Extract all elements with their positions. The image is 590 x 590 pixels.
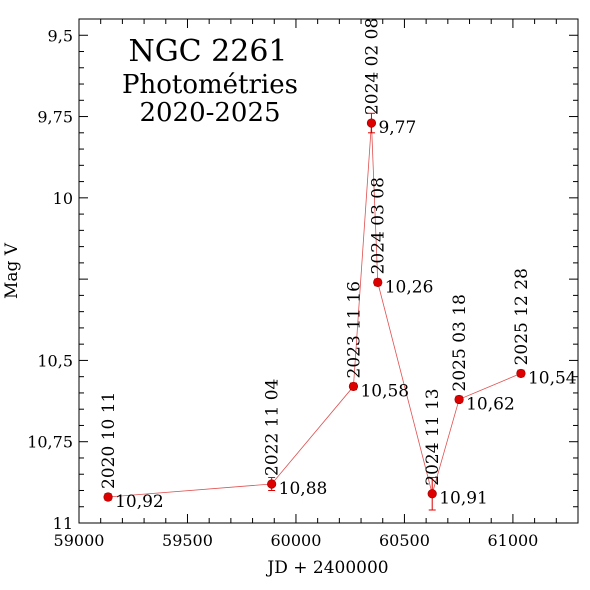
y-tick-label: 10,75: [27, 433, 73, 452]
x-tick-label: 60000: [271, 531, 322, 550]
date-label: 2022 11 04: [263, 379, 283, 476]
chart-subtitle-line-2: 2020-2025: [139, 98, 280, 128]
magnitude-label: 10,62: [466, 394, 515, 414]
date-label: 2025 12 28: [512, 268, 532, 365]
x-tick-labels: 59000 59500 60000 60500 61000: [54, 531, 539, 550]
x-tick-label: 59500: [162, 531, 213, 550]
y-tick-label: 10: [53, 189, 73, 208]
y-axis-label: Mag V: [2, 242, 22, 299]
x-tick-label: 60500: [379, 531, 430, 550]
magnitude-label: 10,92: [115, 492, 164, 512]
data-point: [516, 368, 526, 379]
chart-subtitle-line-1: Photométries: [122, 70, 298, 100]
data-point: [267, 479, 277, 489]
x-tick-label: 59000: [54, 531, 105, 550]
data-point: [366, 118, 377, 128]
y-tick-label: 9,75: [37, 108, 73, 127]
date-label: 2024 02 08: [362, 18, 382, 115]
date-label: 2023 11 16: [344, 281, 364, 378]
series-line: [108, 123, 522, 498]
chart-title: NGC 2261: [128, 34, 287, 69]
data-point: [348, 381, 359, 392]
magnitude-label: 10,91: [439, 489, 488, 509]
date-label: 2025 03 18: [450, 294, 470, 391]
series-lines: [108, 123, 522, 498]
date-label: 2024 03 08: [369, 177, 389, 274]
y-tick-labels: 9,5 9,75 10 10,5 10,75 11: [27, 26, 73, 533]
point-labels: 10,92 2020 10 11 10,88 2022 11 04 10,58 2023 …: [99, 18, 577, 512]
magnitude-label: 10,54: [528, 368, 577, 388]
data-point: [427, 489, 437, 499]
axis-ticks: [78, 18, 579, 524]
magnitude-label: 10,26: [385, 277, 434, 297]
magnitude-label: 10,58: [360, 381, 409, 401]
date-label: 2020 10 11: [99, 392, 119, 489]
data-points: [103, 118, 526, 502]
magnitude-label: 9,77: [378, 118, 416, 138]
data-point: [103, 492, 113, 502]
x-tick-label: 61000: [487, 531, 538, 550]
y-tick-label: 9,5: [48, 26, 73, 45]
plot-frame: [78, 18, 579, 524]
y-tick-label: 10,5: [37, 351, 73, 370]
data-point: [373, 277, 383, 287]
date-label: 2024 11 13: [423, 388, 443, 485]
magnitude-label: 10,88: [279, 479, 328, 499]
y-tick-label: 11: [53, 514, 73, 533]
data-point: [454, 394, 464, 405]
x-axis-label: JD + 2400000: [265, 558, 388, 578]
